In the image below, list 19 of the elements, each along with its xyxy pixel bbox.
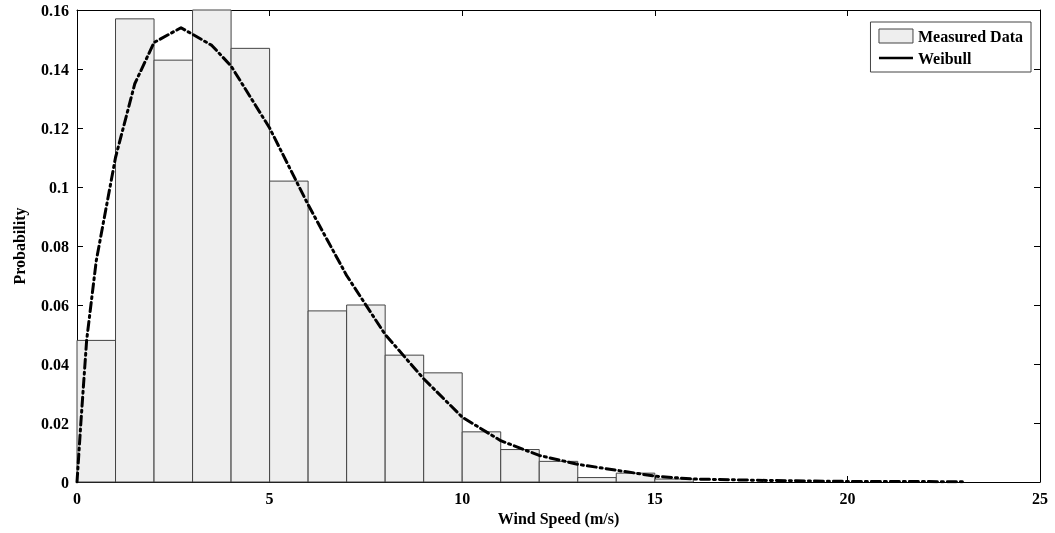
x-tick-label: 10 xyxy=(454,489,471,507)
y-tick-label: 0.12 xyxy=(41,119,69,137)
legend-label: Weibull xyxy=(917,49,972,67)
y-tick-label: 0.16 xyxy=(41,1,69,19)
x-tick-label: 15 xyxy=(646,489,663,507)
y-tick-label: 0.06 xyxy=(41,296,69,314)
y-tick-label: 0.04 xyxy=(41,355,69,373)
x-axis-title: Wind Speed (m/s) xyxy=(497,510,620,529)
y-tick-label: 0.08 xyxy=(41,237,69,255)
y-tick-label: 0.1 xyxy=(49,178,69,196)
y-axis-title: Probability xyxy=(10,207,29,285)
x-tick-label: 25 xyxy=(1032,489,1048,507)
y-tick-label: 0.02 xyxy=(41,414,69,432)
y-tick-label: 0 xyxy=(61,473,69,491)
legend-label: Measured Data xyxy=(917,27,1024,45)
x-tick-label: 20 xyxy=(839,489,856,507)
y-tick-label: 0.14 xyxy=(41,60,69,78)
x-tick-label: 0 xyxy=(73,489,81,507)
x-tick-label: 5 xyxy=(265,489,274,507)
